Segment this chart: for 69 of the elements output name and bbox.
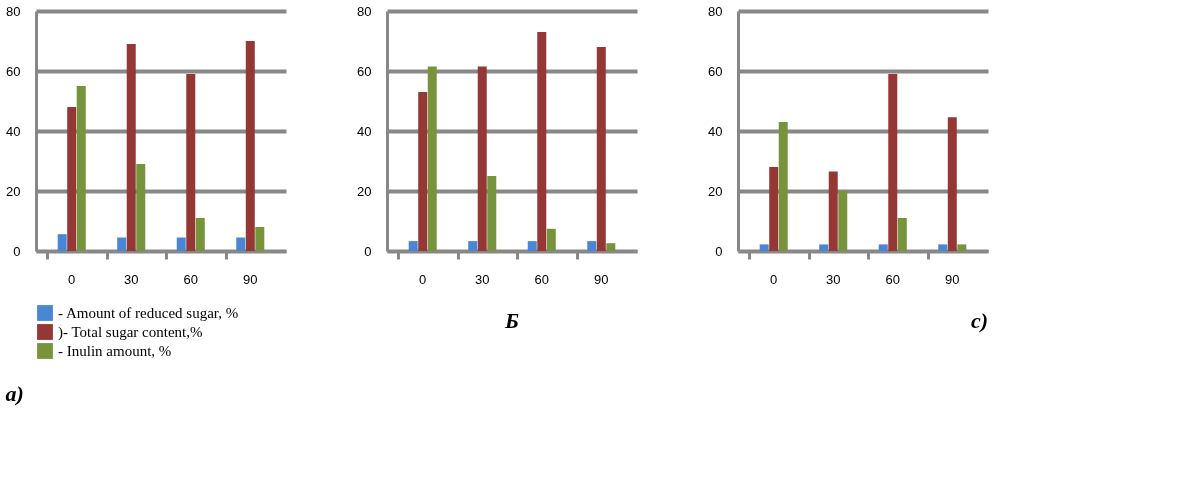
x-tick-label: 30 [475,271,490,287]
y-tick-label: 60 [708,63,723,79]
bar [477,66,487,251]
bar [778,122,788,251]
y-tick-label: 0 [364,243,372,259]
bar [195,218,205,251]
x-tick-label: 0 [419,271,427,287]
bar [546,228,556,251]
bar [468,241,478,251]
bar [587,241,597,251]
bar [245,41,255,251]
bar [126,44,136,251]
x-tick-label: 30 [124,271,139,287]
bar [838,191,848,251]
bar [527,241,537,251]
bar [255,227,265,251]
bar [67,107,77,251]
y-tick-label: 60 [357,63,372,79]
bar [888,74,898,251]
bar [236,237,246,251]
x-tick-label: 60 [183,271,198,287]
y-tick-label: 80 [6,3,21,19]
bar [938,244,948,251]
bar [819,244,829,251]
bar [76,86,86,251]
y-tick-label: 40 [708,123,723,139]
bar [897,218,907,251]
bar [176,237,186,251]
x-tick-label: 90 [243,271,258,287]
bar [947,117,957,251]
y-tick-label: 40 [6,123,21,139]
bar [57,234,67,251]
bar [408,241,418,251]
bar [957,244,967,251]
bar [596,47,606,251]
x-tick-label: 90 [594,271,609,287]
bar [606,243,616,251]
bar [828,171,838,251]
x-tick-label: 0 [770,271,778,287]
text: c) [970,308,988,333]
bar [186,74,196,251]
x-tick-label: 90 [945,271,960,287]
bar [769,167,779,251]
legend-label: - Inulin amount, % [58,343,172,359]
bar [487,176,497,251]
y-tick-label: 60 [6,63,21,79]
y-tick-label: 20 [6,183,21,199]
y-tick-label: 20 [357,183,372,199]
y-tick-label: 80 [708,3,723,19]
bar [427,66,437,251]
y-tick-label: 20 [708,183,723,199]
bar [537,32,547,251]
legend-label: )- Total sugar content,% [58,324,203,341]
bar [136,164,146,251]
bar [759,244,769,251]
y-tick-label: 40 [357,123,372,139]
bar [418,92,428,251]
x-tick-label: 0 [68,271,76,287]
x-tick-label: 30 [826,271,841,287]
bar [878,244,888,251]
legend-label: - Amount of reduced sugar, % [58,305,239,321]
x-tick-label: 60 [885,271,900,287]
bar [117,237,127,251]
y-tick-label: 0 [13,243,21,259]
x-tick-label: 60 [534,271,549,287]
y-tick-label: 0 [715,243,723,259]
y-tick-label: 80 [357,3,372,19]
text: Б [504,308,520,333]
text: a) [5,381,24,406]
